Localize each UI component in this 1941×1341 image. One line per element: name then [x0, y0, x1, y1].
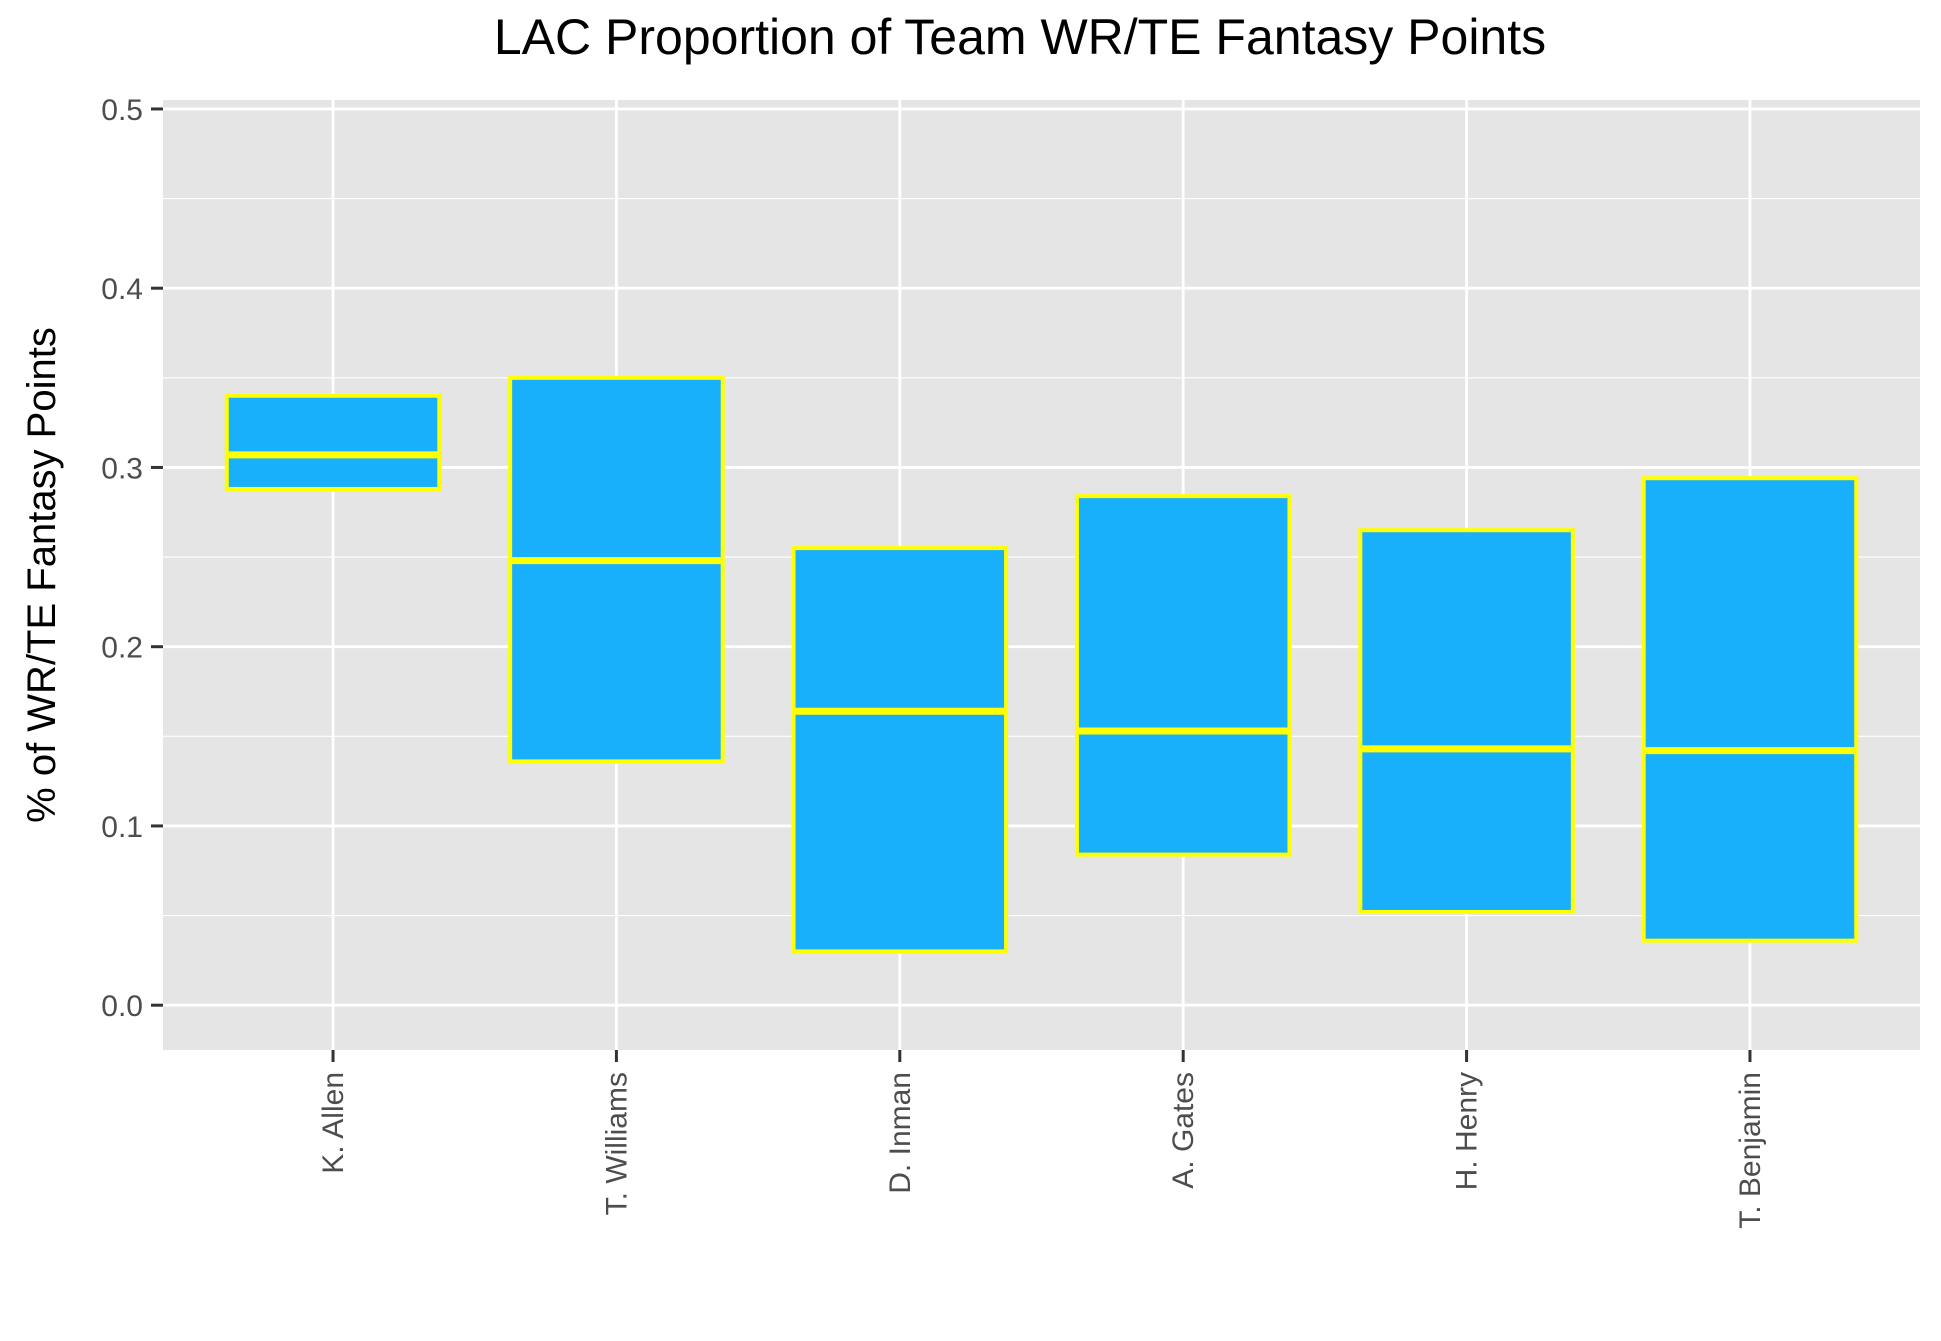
y-tick-label: 0.2 [101, 632, 143, 665]
box-5 [1358, 528, 1575, 914]
box-2 [508, 375, 725, 764]
y-tick-label: 0.5 [101, 94, 143, 127]
plot-panel [163, 100, 1920, 1050]
box-4 [1074, 494, 1292, 857]
x-tick-label: A. Gates [1167, 1072, 1200, 1189]
box-body [224, 393, 442, 491]
x-tick-label: K. Allen [317, 1072, 350, 1174]
box-body [1641, 476, 1859, 943]
box-body [1358, 528, 1575, 914]
y-axis-title: % of WR/TE Fantasy Points [20, 327, 64, 823]
box-6 [1641, 476, 1859, 943]
y-tick-label: 0.3 [101, 452, 143, 485]
x-tick-label: H. Henry [1451, 1072, 1484, 1190]
box-body [508, 375, 725, 764]
box-3 [791, 546, 1009, 954]
box-body [1074, 494, 1292, 857]
x-tick-label: T. Benjamin [1734, 1072, 1767, 1229]
chart-title: LAC Proportion of Team WR/TE Fantasy Poi… [493, 9, 1547, 65]
x-tick-label: T. Williams [600, 1072, 633, 1215]
boxes [224, 375, 1859, 954]
x-tick-label: D. Inman [884, 1072, 917, 1194]
y-tick-label: 0.0 [101, 990, 143, 1023]
y-tick-label: 0.1 [101, 811, 143, 844]
y-axis: 0.0 0.1 0.2 0.3 0.4 0.5 [101, 94, 163, 1023]
x-axis: K. Allen T. Williams D. Inman A. Gates H. He… [317, 1050, 1767, 1229]
y-tick-label: 0.4 [101, 273, 143, 306]
grid-minor [163, 197, 1920, 917]
box-body [791, 546, 1009, 954]
box-1 [224, 393, 442, 491]
